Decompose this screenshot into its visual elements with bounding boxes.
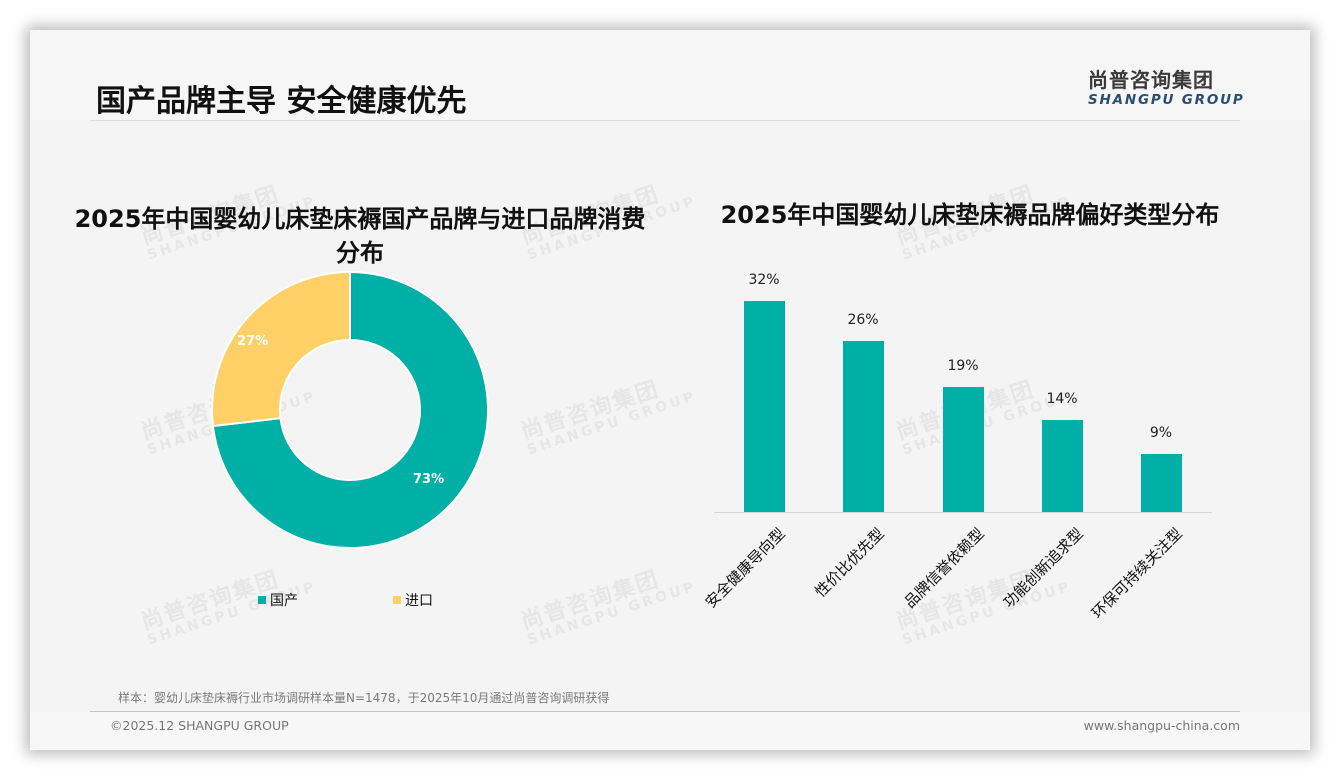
bar-2 bbox=[943, 387, 984, 513]
title-divider bbox=[90, 120, 1240, 121]
legend-label: 国产 bbox=[270, 593, 298, 609]
bar-value: 14% bbox=[1046, 391, 1078, 407]
donut-svg bbox=[211, 270, 489, 549]
x-tick-label: 环保可持续关注型 bbox=[1088, 524, 1186, 623]
import-pct-label: 27% bbox=[237, 334, 269, 349]
copyright: ©2025.12 SHANGPU GROUP bbox=[110, 718, 289, 733]
bar-value: 26% bbox=[847, 312, 879, 328]
bar-value: 9% bbox=[1149, 425, 1173, 441]
x-tick-label: 安全健康导向型 bbox=[701, 524, 789, 612]
footer-band bbox=[30, 712, 1310, 750]
bar-value: 32% bbox=[748, 272, 780, 288]
donut-chart-title: 2025年中国婴幼儿床垫床褥国产品牌与进口品牌消费 分布 bbox=[30, 202, 690, 270]
legend-item-domestic: 国产 bbox=[258, 590, 298, 610]
donut-chart: 27% 73% bbox=[210, 270, 490, 550]
bar-chart: 32% 26% 19% 14% 9% bbox=[714, 272, 1214, 513]
legend-item-import: 进口 bbox=[393, 590, 433, 610]
donut-slice-domestic bbox=[211, 270, 489, 549]
bar-0 bbox=[744, 301, 785, 513]
x-tick-label: 品牌信誉依赖型 bbox=[900, 524, 988, 612]
logo-cn-text: 尚普咨询集团 bbox=[1088, 68, 1214, 92]
footer-divider bbox=[90, 711, 1240, 712]
website-link[interactable]: www.shangpu-china.com bbox=[1083, 718, 1240, 733]
legend-swatch-yellow bbox=[393, 596, 401, 604]
header-band bbox=[30, 30, 1310, 120]
legend-label: 进口 bbox=[405, 593, 433, 609]
company-logo: 尚普咨询集团 SHANGPU GROUP bbox=[1088, 64, 1245, 108]
donut-title-line2: 分布 bbox=[336, 239, 384, 267]
bar-1 bbox=[843, 341, 884, 513]
bar-3 bbox=[1042, 420, 1083, 513]
x-tick-label: 性价比优先型 bbox=[811, 524, 888, 601]
sample-note: 样本：婴幼儿床垫床褥行业市场调研样本量N=1478，于2025年10月通过尚普咨… bbox=[118, 691, 610, 705]
donut-title-line1: 2025年中国婴幼儿床垫床褥国产品牌与进口品牌消费 bbox=[74, 205, 646, 233]
bar-chart-title: 2025年中国婴幼儿床垫床褥品牌偏好类型分布 bbox=[720, 201, 1220, 229]
donut-slice-import bbox=[211, 270, 351, 428]
legend-swatch-teal bbox=[258, 596, 266, 604]
domestic-pct-label: 73% bbox=[413, 472, 445, 487]
page-title: 国产品牌主导 安全健康优先 bbox=[96, 84, 467, 119]
bar-4 bbox=[1141, 454, 1182, 513]
logo-en-text: SHANGPU GROUP bbox=[1088, 92, 1245, 108]
slide: 尚普咨询集团 SHANGPU GROUP 尚普咨询集团 SHANGPU GROUP … bbox=[30, 30, 1310, 750]
x-tick-label: 功能创新追求型 bbox=[999, 524, 1087, 612]
bar-value: 19% bbox=[947, 358, 979, 374]
x-axis-line bbox=[714, 512, 1212, 513]
